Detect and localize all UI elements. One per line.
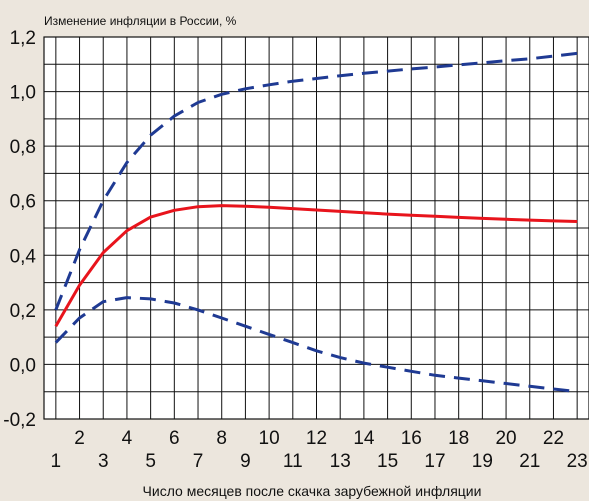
y-tick-label: 0,4 <box>10 246 37 267</box>
y-tick-label: 1,2 <box>10 28 36 49</box>
x-tick-label: 15 <box>377 451 398 472</box>
x-tick-label: 7 <box>193 451 204 472</box>
x-tick-label: 12 <box>306 428 327 449</box>
y-tick-label: 1,0 <box>10 83 36 104</box>
x-axis-label: Число месяцев после скачка зарубежной ин… <box>143 483 482 499</box>
grid <box>43 36 589 420</box>
y-tick-label: 0,2 <box>10 301 36 322</box>
x-tick-label: 19 <box>472 451 493 472</box>
y-tick-label: 0,6 <box>10 192 36 213</box>
x-tick-label: 21 <box>519 451 540 472</box>
x-tick-label: 3 <box>98 451 109 472</box>
x-tick-label: 14 <box>353 428 375 449</box>
x-tick-label: 17 <box>424 451 445 472</box>
y-tick-label: 0,8 <box>10 137 36 158</box>
upper-bound-line <box>54 51 578 311</box>
x-tick-label: 6 <box>169 428 180 449</box>
x-tick-label: 4 <box>122 428 133 449</box>
y-tick-label: 0,0 <box>10 355 36 376</box>
series-group <box>54 51 578 394</box>
x-tick-label: 22 <box>543 428 564 449</box>
x-tick-label: 13 <box>330 451 351 472</box>
x-tick-labels: 2 4 6 8 10 12 14 16 18 20 221 3 5 7 9 11 13 15 17 19 21 23 <box>51 428 588 472</box>
y-tick-labels: 1,2 1,0 0,8 0,6 0,4 0,2 0,0 -0,2 <box>3 28 36 431</box>
x-tick-label: 18 <box>448 428 469 449</box>
x-tick-label: 20 <box>495 428 516 449</box>
x-tick-label: 16 <box>401 428 422 449</box>
y-tick-label: -0,2 <box>3 410 36 431</box>
x-tick-label: 5 <box>145 451 156 472</box>
y-axis-label: Изменение инфляции в России, % <box>44 14 237 28</box>
x-tick-label: 8 <box>216 428 227 449</box>
x-tick-label: 9 <box>240 451 251 472</box>
x-tick-label: 23 <box>567 451 588 472</box>
x-tick-label: 2 <box>74 428 85 449</box>
x-tick-label: 11 <box>283 451 303 472</box>
x-tick-label: 1 <box>51 451 62 472</box>
lower-bound-line <box>54 296 578 394</box>
main-response-line <box>54 204 578 327</box>
x-tick-label: 10 <box>259 428 280 449</box>
plot-frame <box>43 36 589 420</box>
